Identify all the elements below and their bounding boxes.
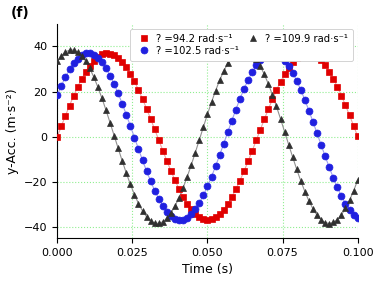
? =94.2 rad·s⁻¹ — [294, 56, 299, 60]
? =102.5 rad·s⁻¹ — [311, 120, 315, 124]
? =94.2 rad·s⁻¹ — [311, 53, 315, 56]
Line: ? =94.2 rad·s⁻¹: ? =94.2 rad·s⁻¹ — [54, 50, 361, 224]
? =102.5 rad·s⁻¹ — [331, 176, 335, 179]
? =109.9 rad·s⁻¹ — [299, 179, 303, 183]
? =94.2 rad·s⁻¹ — [55, 135, 60, 138]
? =94.2 rad·s⁻¹ — [307, 52, 311, 55]
Y-axis label: y-Acc. (m·s⁻²): y-Acc. (m·s⁻²) — [6, 88, 19, 174]
? =109.9 rad·s⁻¹ — [307, 199, 311, 203]
? =109.9 rad·s⁻¹ — [294, 168, 299, 171]
? =109.9 rad·s⁻¹ — [242, 48, 246, 52]
Text: (f): (f) — [11, 6, 30, 20]
? =102.5 rad·s⁻¹ — [299, 88, 303, 92]
? =109.9 rad·s⁻¹ — [331, 221, 335, 224]
Legend: ? =94.2 rad·s⁻¹, ? =102.5 rad·s⁻¹, ? =109.9 rad·s⁻¹: ? =94.2 rad·s⁻¹, ? =102.5 rad·s⁻¹, ? =10… — [130, 29, 352, 61]
? =109.9 rad·s⁻¹ — [55, 60, 60, 63]
? =94.2 rad·s⁻¹ — [299, 54, 303, 57]
? =102.5 rad·s⁻¹ — [177, 218, 181, 222]
Line: ? =109.9 rad·s⁻¹: ? =109.9 rad·s⁻¹ — [54, 47, 361, 227]
X-axis label: Time (s): Time (s) — [182, 263, 233, 276]
? =94.2 rad·s⁻¹ — [80, 77, 84, 81]
? =94.2 rad·s⁻¹ — [331, 77, 335, 80]
? =94.2 rad·s⁻¹ — [356, 135, 360, 138]
? =102.5 rad·s⁻¹ — [270, 52, 275, 55]
Line: ? =102.5 rad·s⁻¹: ? =102.5 rad·s⁻¹ — [54, 50, 361, 224]
? =109.9 rad·s⁻¹ — [356, 179, 360, 182]
? =102.5 rad·s⁻¹ — [290, 71, 295, 74]
? =109.9 rad·s⁻¹ — [80, 54, 84, 58]
? =102.5 rad·s⁻¹ — [302, 98, 307, 102]
? =109.9 rad·s⁻¹ — [287, 143, 291, 146]
? =102.5 rad·s⁻¹ — [55, 94, 60, 97]
? =102.5 rad·s⁻¹ — [80, 54, 84, 57]
? =94.2 rad·s⁻¹ — [287, 66, 291, 69]
? =102.5 rad·s⁻¹ — [356, 216, 360, 220]
? =109.9 rad·s⁻¹ — [327, 222, 332, 225]
? =94.2 rad·s⁻¹ — [205, 219, 210, 222]
